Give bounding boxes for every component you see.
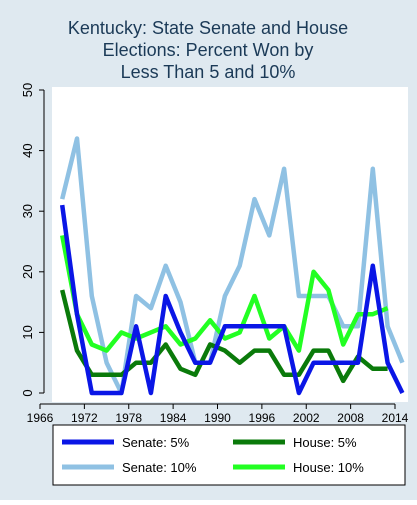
legend-box — [52, 424, 406, 486]
y-tick-label: 10 — [20, 325, 35, 339]
y-tick-label: 0 — [20, 389, 35, 396]
x-tick-label: 1966 — [27, 411, 54, 425]
series-line-senate-10 — [60, 136, 405, 396]
plot-area — [52, 87, 408, 402]
y-tick-label: 30 — [20, 204, 35, 218]
x-tick-label: 1972 — [71, 411, 98, 425]
x-tick-label: 1978 — [115, 411, 142, 425]
legend-label-senate-5: Senate: 5% — [122, 435, 190, 450]
y-tick-label: 20 — [20, 265, 35, 279]
series-layer — [59, 136, 405, 396]
x-tick-label: 1984 — [160, 411, 187, 425]
series-line-house-10 — [59, 234, 389, 353]
legend-label-house-5: House: 5% — [293, 435, 357, 450]
y-tick-label: 50 — [20, 83, 35, 97]
chart-title-line-1: Kentucky: State Senate and House — [68, 18, 348, 38]
y-tick-label: 40 — [20, 143, 35, 157]
legend-label-senate-10: Senate: 10% — [122, 460, 197, 475]
chart-title-line-2: Elections: Percent Won by — [103, 40, 314, 60]
x-tick-label: 2002 — [293, 411, 320, 425]
x-tick-label: 1990 — [204, 411, 231, 425]
series-line-senate-5 — [59, 204, 405, 396]
chart-title-line-3: Less Than 5 and 10% — [121, 62, 296, 82]
x-tick-label: 2014 — [382, 411, 409, 425]
legend: Senate: 5% House: 5% Senate: 10% House: 10% — [62, 435, 364, 475]
legend-label-house-10: House: 10% — [293, 460, 364, 475]
x-tick-label: 2008 — [337, 411, 364, 425]
x-tick-label: 1996 — [249, 411, 276, 425]
axes: 0 10 20 30 40 50 1966 1972 1978 1984 1990 1996 2002 2… — [20, 83, 409, 425]
